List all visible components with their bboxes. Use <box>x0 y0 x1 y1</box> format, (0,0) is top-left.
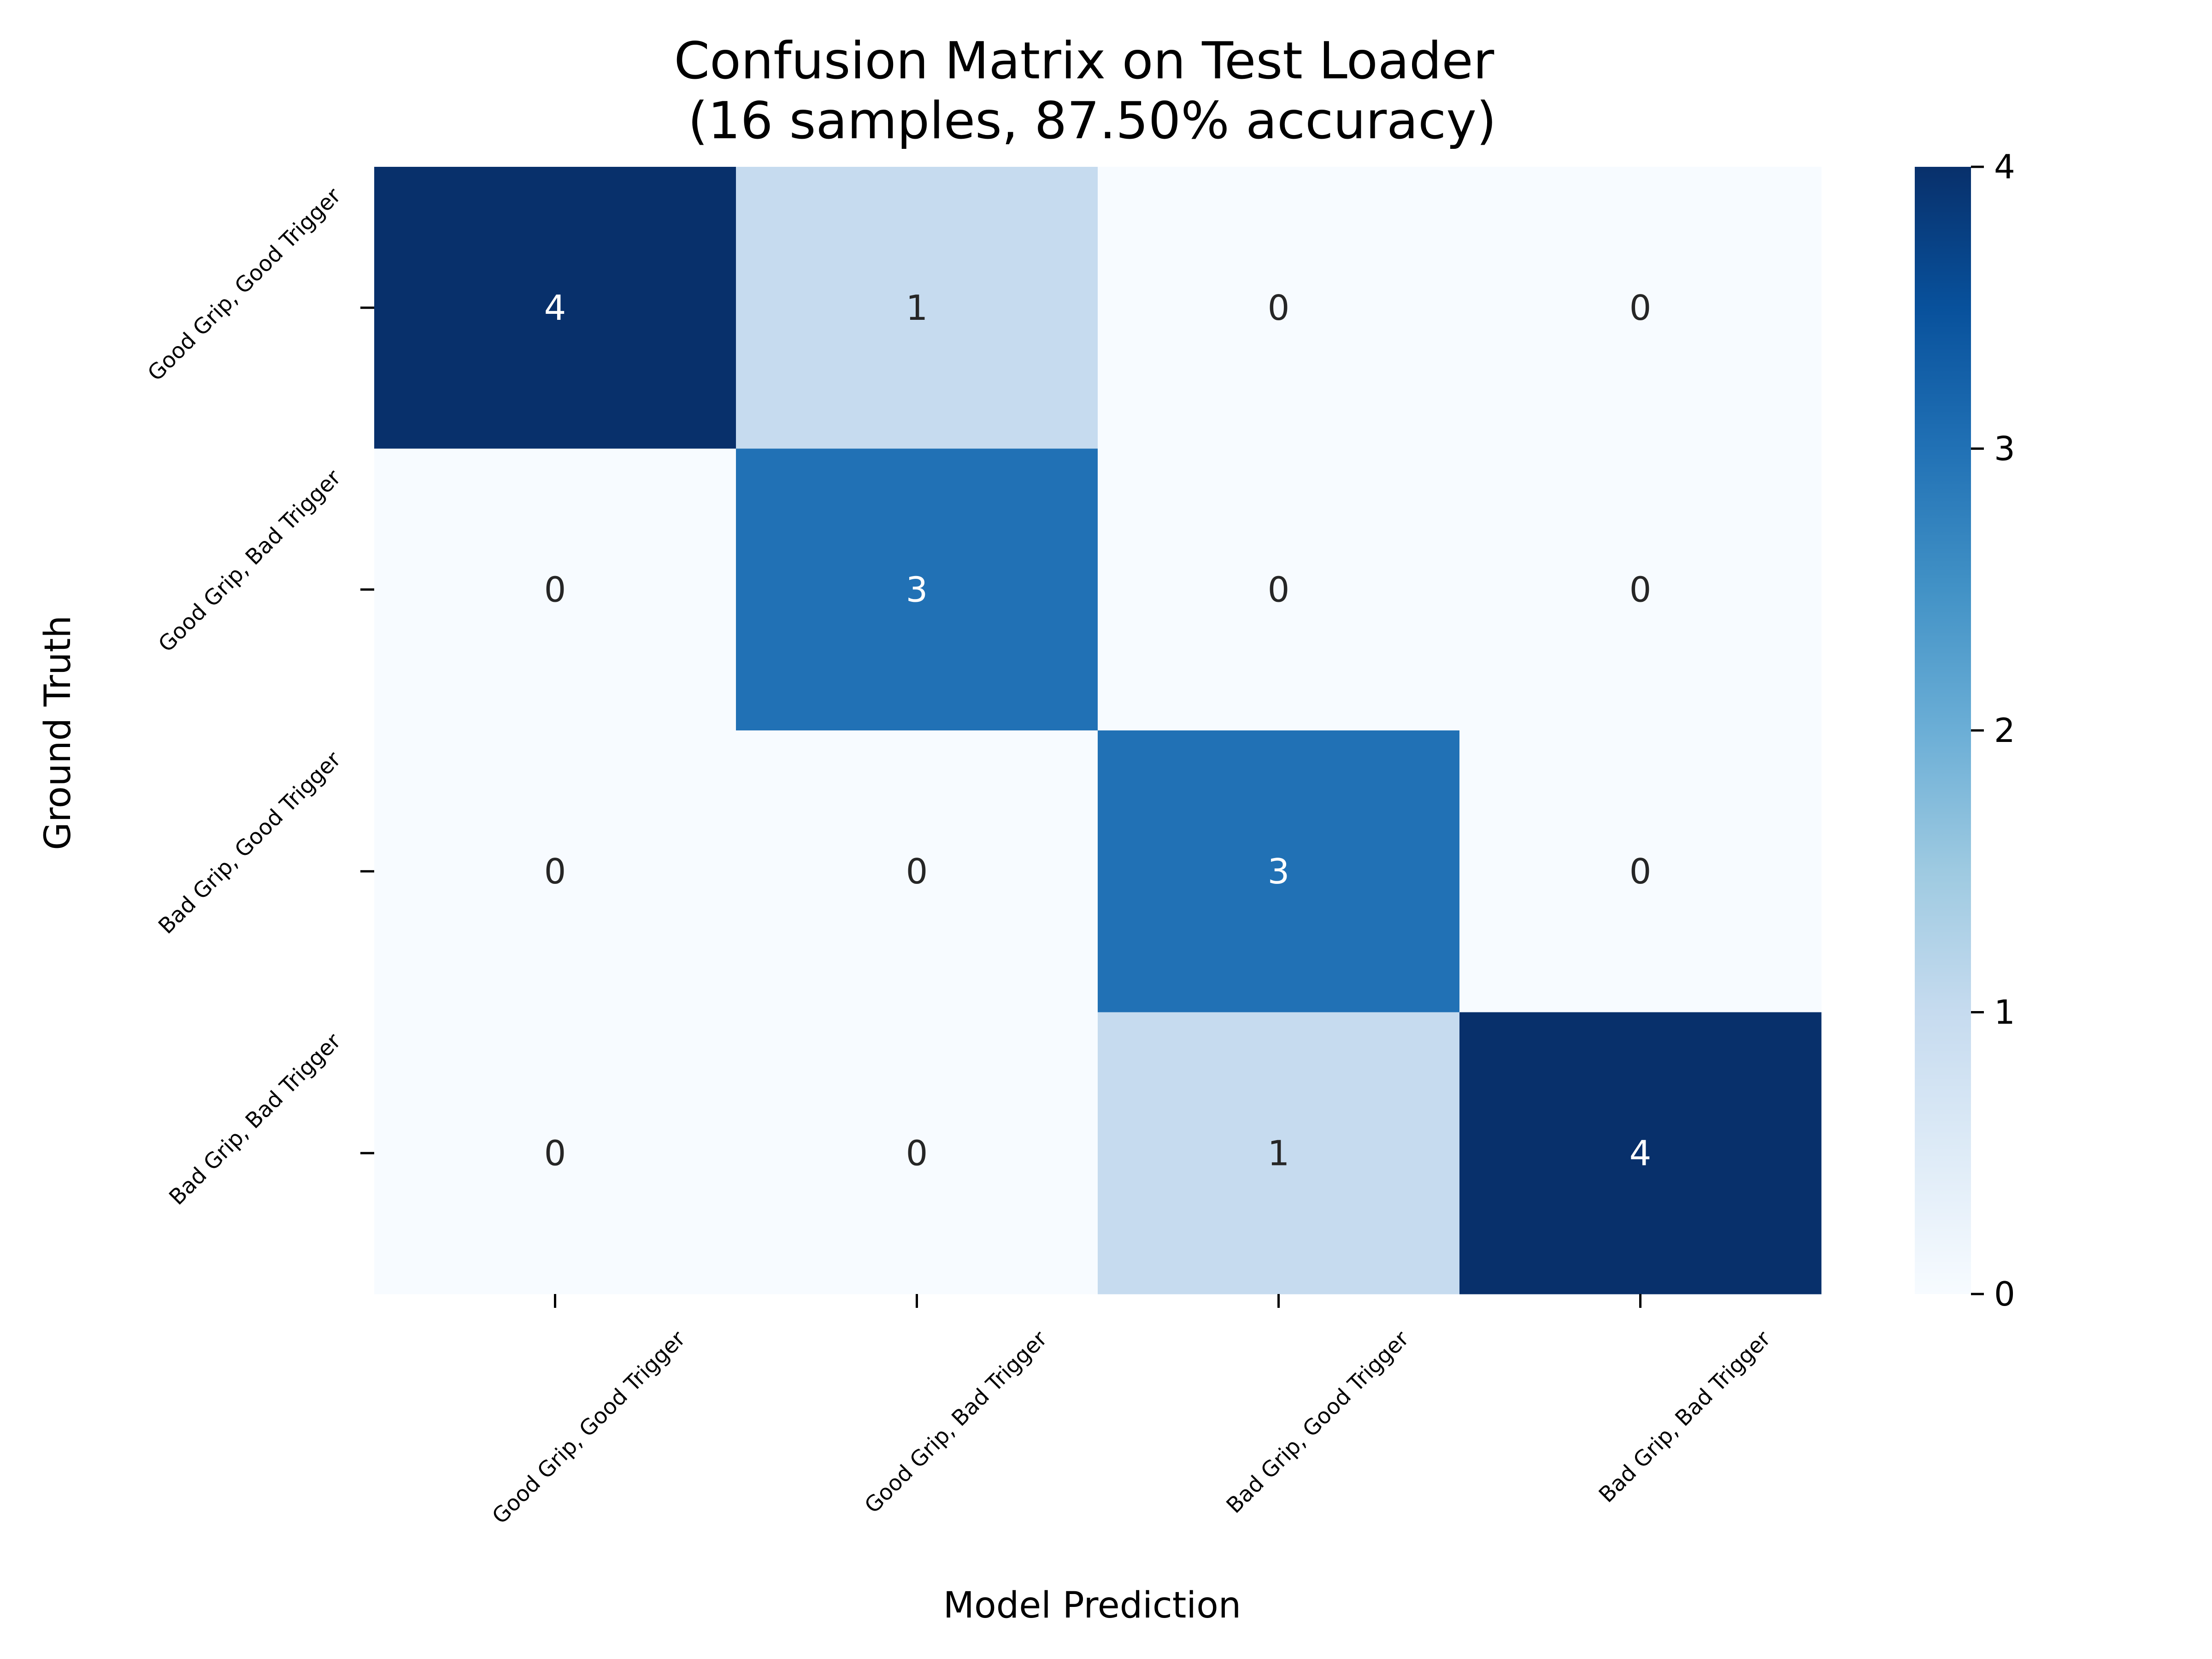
heatmap-cells <box>374 167 1822 1294</box>
heatmap-cell <box>374 167 736 449</box>
x-axis-title: Model Prediction <box>943 1585 1241 1626</box>
cell-value-label: 0 <box>1268 569 1290 610</box>
heatmap-cell <box>1459 167 1822 449</box>
cell-value-label: 0 <box>544 569 566 610</box>
chart-title: Confusion Matrix on Test Loader (16 samp… <box>674 31 1510 151</box>
heatmap-cell <box>736 167 1098 449</box>
cell-value-label: 1 <box>1268 1133 1290 1173</box>
cell-value-label: 0 <box>906 1133 928 1173</box>
heatmap-cell <box>1098 167 1460 449</box>
heatmap-cell <box>374 730 736 1012</box>
y-axis-title: Ground Truth <box>37 615 79 850</box>
colorbar-tick-label: 4 <box>1994 147 2015 186</box>
heatmap-cell <box>1459 1012 1822 1294</box>
heatmap-cell <box>1459 730 1822 1012</box>
chart-title-line-1: Confusion Matrix on Test Loader <box>674 31 1494 91</box>
chart-title-line-2: (16 samples, 87.50% accuracy) <box>688 91 1496 151</box>
heatmap-cell <box>374 1012 736 1294</box>
cell-value-label: 0 <box>544 851 566 892</box>
colorbar-tick-label: 1 <box>1994 993 2015 1032</box>
colorbar-tick-label: 0 <box>1994 1275 2015 1313</box>
cell-value-label: 0 <box>1268 288 1290 328</box>
colorbar <box>1915 167 1971 1294</box>
cell-value-label: 0 <box>1630 851 1652 892</box>
heatmap-cell <box>1098 730 1460 1012</box>
heatmap-cell <box>1459 448 1822 731</box>
heatmap-cell <box>374 448 736 731</box>
heatmap-cell <box>1098 448 1460 731</box>
heatmap-cell <box>736 730 1098 1012</box>
cell-value-label: 0 <box>906 851 928 892</box>
colorbar-tick-label: 2 <box>1994 711 2015 750</box>
cell-value-label: 3 <box>1268 851 1290 892</box>
cell-value-label: 0 <box>1630 569 1652 610</box>
cell-value-label: 3 <box>906 569 928 610</box>
heatmap-cell <box>736 1012 1098 1294</box>
cell-value-label: 1 <box>906 288 928 328</box>
heatmap-cell-labels: 4 1 0 0 0 3 0 0 0 0 3 0 0 0 1 4 <box>544 288 1652 1174</box>
colorbar-tick-label: 3 <box>1994 429 2015 468</box>
colorbar-ticks: 0 1 2 3 4 <box>1971 147 2015 1313</box>
cell-value-label: 0 <box>1630 288 1652 328</box>
cell-value-label: 4 <box>1630 1133 1652 1173</box>
heatmap-cell <box>1098 1012 1460 1294</box>
heatmap-cell <box>736 448 1098 731</box>
cell-value-label: 0 <box>544 1133 566 1173</box>
cell-value-label: 4 <box>544 288 566 328</box>
